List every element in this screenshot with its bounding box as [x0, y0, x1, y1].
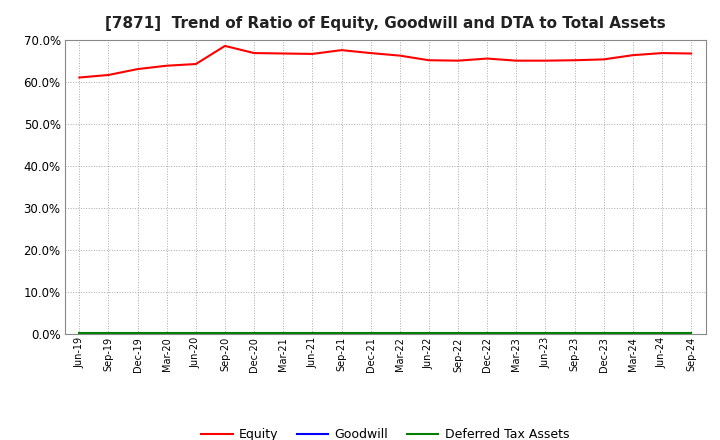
Deferred Tax Assets: [657, 330, 666, 335]
Goodwill: [629, 332, 637, 337]
Title: [7871]  Trend of Ratio of Equity, Goodwill and DTA to Total Assets: [7871] Trend of Ratio of Equity, Goodwil…: [105, 16, 665, 32]
Deferred Tax Assets: [395, 330, 404, 335]
Equity: [483, 56, 492, 61]
Equity: [337, 48, 346, 53]
Equity: [657, 51, 666, 56]
Equity: [687, 51, 696, 56]
Equity: [454, 58, 462, 63]
Deferred Tax Assets: [279, 330, 287, 335]
Equity: [366, 51, 375, 56]
Goodwill: [104, 332, 113, 337]
Goodwill: [250, 332, 258, 337]
Deferred Tax Assets: [687, 330, 696, 335]
Goodwill: [512, 332, 521, 337]
Goodwill: [657, 332, 666, 337]
Goodwill: [75, 332, 84, 337]
Deferred Tax Assets: [570, 330, 579, 335]
Equity: [541, 58, 550, 63]
Goodwill: [192, 332, 200, 337]
Equity: [163, 63, 171, 68]
Deferred Tax Assets: [512, 330, 521, 335]
Goodwill: [483, 332, 492, 337]
Goodwill: [395, 332, 404, 337]
Equity: [512, 58, 521, 63]
Deferred Tax Assets: [220, 330, 229, 335]
Deferred Tax Assets: [483, 330, 492, 335]
Equity: [104, 72, 113, 77]
Goodwill: [570, 332, 579, 337]
Deferred Tax Assets: [541, 330, 550, 335]
Equity: [570, 58, 579, 63]
Goodwill: [366, 332, 375, 337]
Deferred Tax Assets: [133, 330, 142, 335]
Deferred Tax Assets: [75, 330, 84, 335]
Goodwill: [454, 332, 462, 337]
Deferred Tax Assets: [163, 330, 171, 335]
Legend: Equity, Goodwill, Deferred Tax Assets: Equity, Goodwill, Deferred Tax Assets: [197, 423, 574, 440]
Deferred Tax Assets: [308, 330, 317, 335]
Goodwill: [163, 332, 171, 337]
Deferred Tax Assets: [366, 330, 375, 335]
Goodwill: [541, 332, 550, 337]
Goodwill: [220, 332, 229, 337]
Goodwill: [279, 332, 287, 337]
Equity: [629, 52, 637, 58]
Equity: [75, 75, 84, 80]
Equity: [425, 58, 433, 63]
Deferred Tax Assets: [250, 330, 258, 335]
Equity: [395, 53, 404, 58]
Deferred Tax Assets: [337, 330, 346, 335]
Deferred Tax Assets: [425, 330, 433, 335]
Goodwill: [308, 332, 317, 337]
Goodwill: [599, 332, 608, 337]
Deferred Tax Assets: [599, 330, 608, 335]
Goodwill: [425, 332, 433, 337]
Equity: [308, 51, 317, 57]
Equity: [250, 51, 258, 56]
Equity: [192, 62, 200, 67]
Equity: [279, 51, 287, 56]
Deferred Tax Assets: [629, 330, 637, 335]
Deferred Tax Assets: [192, 330, 200, 335]
Goodwill: [133, 332, 142, 337]
Equity: [599, 57, 608, 62]
Equity: [220, 43, 229, 48]
Line: Equity: Equity: [79, 46, 691, 77]
Goodwill: [687, 332, 696, 337]
Deferred Tax Assets: [454, 330, 462, 335]
Equity: [133, 66, 142, 72]
Deferred Tax Assets: [104, 330, 113, 335]
Goodwill: [337, 332, 346, 337]
